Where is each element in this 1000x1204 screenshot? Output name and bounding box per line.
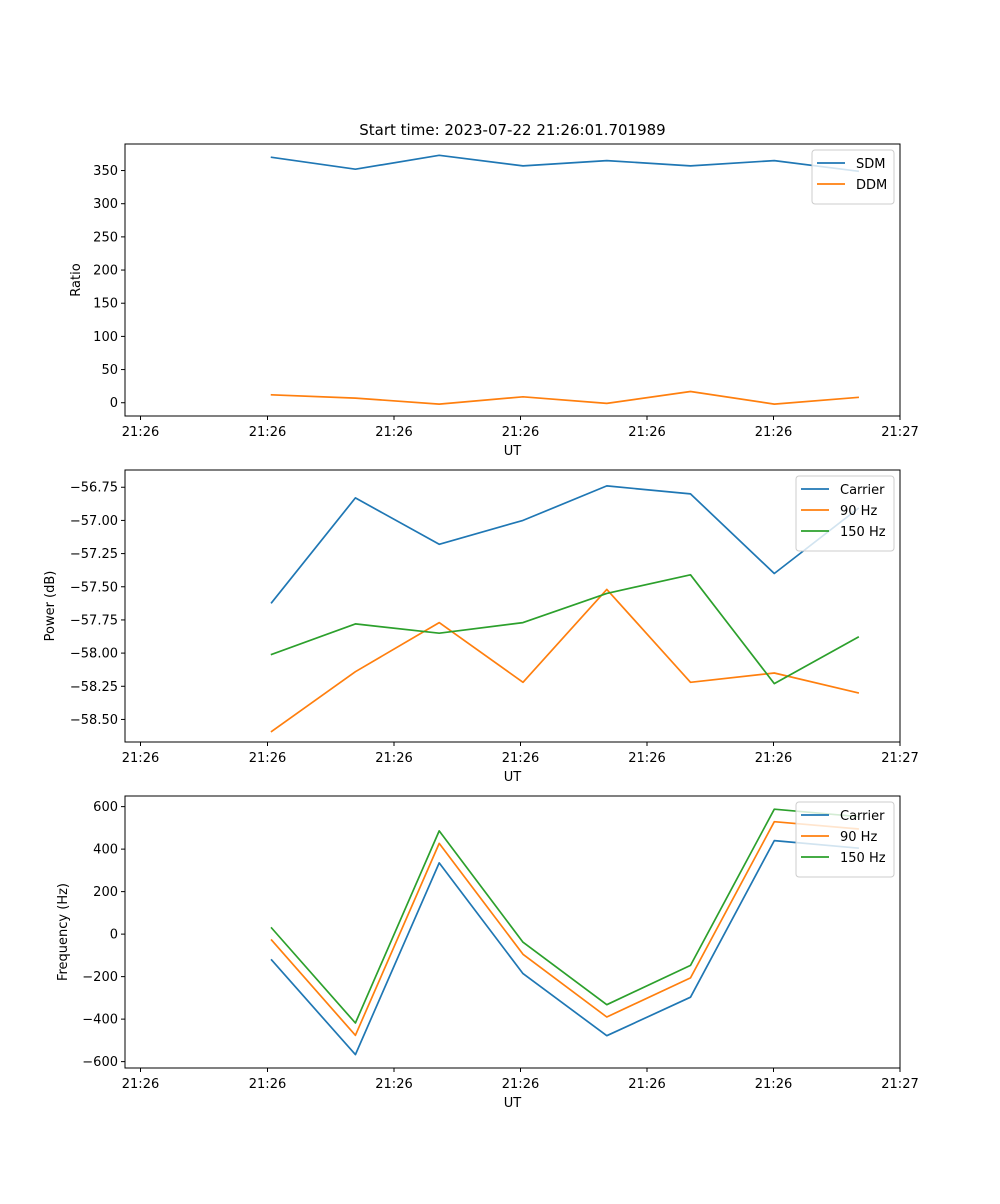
legend-box xyxy=(795,801,895,878)
x-tick-label: 21:26 xyxy=(502,1077,539,1092)
x-tick-label: 21:26 xyxy=(249,751,286,766)
y-tick-label: 250 xyxy=(93,230,118,245)
x-tick-label: 21:26 xyxy=(502,425,539,440)
y-tick-label: −57.75 xyxy=(70,613,118,628)
y-tick-label: 200 xyxy=(93,885,118,900)
x-tick-label: 21:26 xyxy=(628,751,665,766)
y-tick-label: −58.50 xyxy=(70,713,118,728)
y-tick-label: −400 xyxy=(82,1013,118,1028)
series-line-150-hz xyxy=(270,808,860,1024)
legend-label: DDM xyxy=(856,178,887,193)
legend-label: 90 Hz xyxy=(840,830,877,845)
x-tick-label: 21:27 xyxy=(881,751,918,766)
series-line-sdm xyxy=(270,154,860,173)
legend-label: Carrier xyxy=(840,483,885,498)
x-tick-label: 21:26 xyxy=(755,425,792,440)
y-tick-label: 400 xyxy=(93,843,118,858)
y-tick-label: 200 xyxy=(93,264,118,279)
x-axis-label: UT xyxy=(504,770,522,785)
x-tick-label: 21:27 xyxy=(881,425,918,440)
legend-label: 150 Hz xyxy=(840,851,886,866)
y-tick-label: 300 xyxy=(93,197,118,212)
series-line-90-hz xyxy=(270,820,860,1037)
x-tick-label: 21:26 xyxy=(375,425,412,440)
x-tick-label: 21:26 xyxy=(122,1077,159,1092)
y-tick-label: 600 xyxy=(93,800,118,815)
axes-frame xyxy=(124,143,901,417)
y-tick-label: −57.25 xyxy=(70,547,118,562)
y-tick-label: −58.00 xyxy=(70,647,118,662)
x-tick-label: 21:26 xyxy=(375,751,412,766)
axes-frame xyxy=(124,469,901,743)
x-tick-label: 21:26 xyxy=(628,425,665,440)
x-tick-label: 21:26 xyxy=(249,425,286,440)
x-tick-label: 21:26 xyxy=(628,1077,665,1092)
x-tick-label: 21:26 xyxy=(375,1077,412,1092)
x-tick-label: 21:26 xyxy=(502,751,539,766)
series-line-ddm xyxy=(270,390,860,405)
legend-label: SDM xyxy=(856,157,885,172)
legend-label: Carrier xyxy=(840,809,885,824)
y-tick-label: 0 xyxy=(110,928,118,943)
y-tick-label: 350 xyxy=(93,164,118,179)
x-tick-label: 21:26 xyxy=(122,751,159,766)
y-tick-label: 100 xyxy=(93,330,118,345)
chart-title: Start time: 2023-07-22 21:26:01.701989 xyxy=(359,121,665,139)
legend-label: 150 Hz xyxy=(840,525,886,540)
y-tick-label: −600 xyxy=(82,1055,118,1070)
axes-frame xyxy=(124,795,901,1069)
y-tick-label: −58.25 xyxy=(70,680,118,695)
y-tick-label: 50 xyxy=(101,363,118,378)
chart-panel-3: 21:26 21:26 21:26 21:26 21:26 21:26 21:27 600 40… xyxy=(56,795,919,1111)
y-axis-label: Ratio xyxy=(69,263,84,296)
x-axis-label: UT xyxy=(504,444,522,459)
x-tick-label: 21:26 xyxy=(755,1077,792,1092)
x-tick-label: 21:27 xyxy=(881,1077,918,1092)
legend-box xyxy=(795,475,895,552)
x-tick-label: 21:26 xyxy=(122,425,159,440)
y-tick-label: −57.00 xyxy=(70,514,118,529)
y-tick-label: −56.75 xyxy=(70,481,118,496)
series-line-carrier xyxy=(270,839,860,1056)
chart-panel-1: 21:26 21:26 21:26 21:26 21:26 21:26 21:27 0 50 10… xyxy=(69,121,919,459)
x-axis-label: UT xyxy=(504,1096,522,1111)
legend-label: 90 Hz xyxy=(840,504,877,519)
y-axis-label: Frequency (Hz) xyxy=(56,883,71,981)
x-tick-label: 21:26 xyxy=(755,751,792,766)
series-line-90-hz xyxy=(270,588,860,733)
y-axis-label: Power (dB) xyxy=(43,571,58,642)
y-tick-label: −200 xyxy=(82,970,118,985)
series-line-150-hz xyxy=(270,573,860,685)
x-tick-label: 21:26 xyxy=(249,1077,286,1092)
series-line-carrier xyxy=(270,485,860,604)
chart-panel-2: 21:26 21:26 21:26 21:26 21:26 21:26 21:27 −56.7… xyxy=(43,469,919,785)
y-tick-label: 150 xyxy=(93,297,118,312)
y-tick-label: 0 xyxy=(110,396,118,411)
y-tick-label: −57.50 xyxy=(70,580,118,595)
